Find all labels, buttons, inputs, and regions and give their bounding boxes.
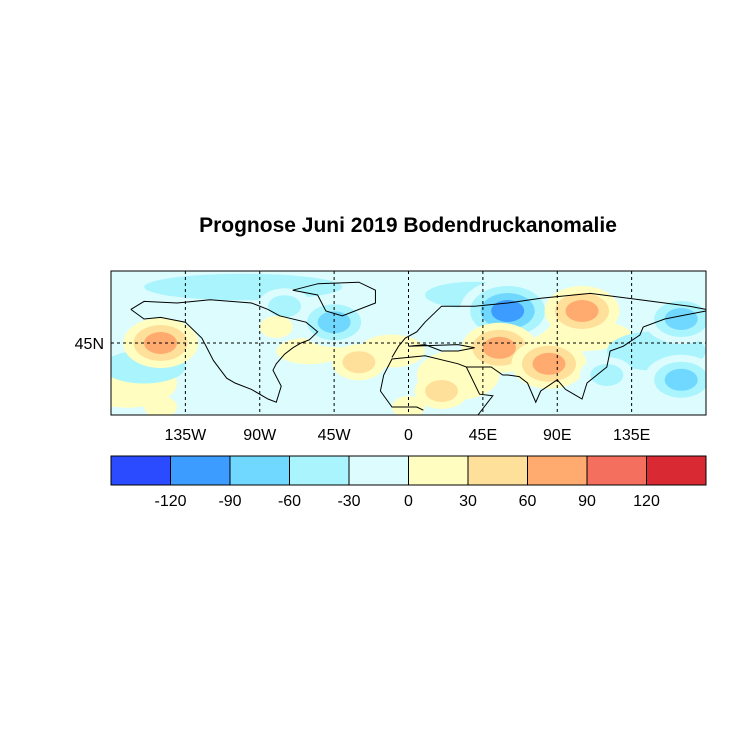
anomaly-contour bbox=[317, 311, 351, 334]
colorbar-label: 30 bbox=[459, 493, 477, 510]
colorbar-box bbox=[408, 455, 469, 486]
anomaly-contour bbox=[532, 352, 566, 375]
colorbar-label: 90 bbox=[578, 493, 596, 510]
coastline bbox=[408, 344, 475, 352]
colorbar-label: -90 bbox=[218, 493, 241, 510]
anomaly-contour bbox=[144, 396, 178, 415]
y-tick-labels: 45N bbox=[75, 336, 104, 353]
coastline bbox=[379, 390, 424, 411]
x-tick-label: 90W bbox=[243, 427, 277, 444]
x-tick-labels: 135W 90W 45W 0 45E 90E 135E bbox=[164, 427, 650, 444]
anomaly-contour bbox=[491, 300, 525, 322]
x-tick-label: 90E bbox=[543, 427, 571, 444]
colorbar-box bbox=[170, 455, 231, 486]
anomaly-contour bbox=[590, 364, 624, 386]
colorbar-label: -60 bbox=[278, 493, 301, 510]
anomaly-contour bbox=[342, 351, 376, 374]
chart-title: Prognose Juni 2019 Bodendruckanomalie bbox=[199, 214, 617, 237]
x-tick-label: 135E bbox=[613, 427, 650, 444]
colorbar-box bbox=[586, 455, 647, 486]
field-patch bbox=[144, 273, 343, 301]
colorbar-label: 0 bbox=[404, 493, 413, 510]
anomaly-field bbox=[111, 271, 706, 415]
map-frame bbox=[110, 270, 707, 416]
x-tick-label: 0 bbox=[404, 427, 413, 444]
x-tick-label: 45W bbox=[318, 427, 352, 444]
x-tick-label: 135W bbox=[164, 427, 207, 444]
coastlines bbox=[130, 281, 706, 415]
colorbar-label: -30 bbox=[337, 493, 360, 510]
coastline bbox=[466, 310, 706, 404]
colorbar-box bbox=[229, 455, 290, 486]
colorbar-box bbox=[527, 455, 588, 486]
colorbar-box bbox=[348, 455, 409, 486]
colorbar-label: -120 bbox=[154, 493, 186, 510]
colorbar: -120 -90 -60 -30 0 30 60 90 120 bbox=[110, 455, 707, 510]
coastline bbox=[379, 355, 494, 415]
colorbar-box bbox=[467, 455, 528, 486]
anomaly-contour bbox=[565, 300, 599, 322]
anomaly-contour bbox=[425, 380, 459, 402]
coastline bbox=[391, 292, 706, 358]
colorbar-box bbox=[110, 455, 171, 486]
colorbar-box bbox=[646, 455, 707, 486]
coastline bbox=[130, 299, 319, 403]
anomaly-contour bbox=[664, 308, 698, 330]
anomaly-contour bbox=[268, 295, 302, 318]
coastline bbox=[292, 281, 376, 317]
anomaly-contour bbox=[259, 316, 293, 338]
anomaly-contour bbox=[664, 368, 698, 391]
gridlines bbox=[111, 271, 706, 415]
colorbar-label: 120 bbox=[633, 493, 660, 510]
anomaly-contour bbox=[482, 336, 516, 359]
colorbar-label: 60 bbox=[519, 493, 537, 510]
colorbar-box bbox=[289, 455, 350, 486]
y-tick-label: 45N bbox=[75, 336, 104, 353]
x-tick-label: 45E bbox=[469, 427, 497, 444]
